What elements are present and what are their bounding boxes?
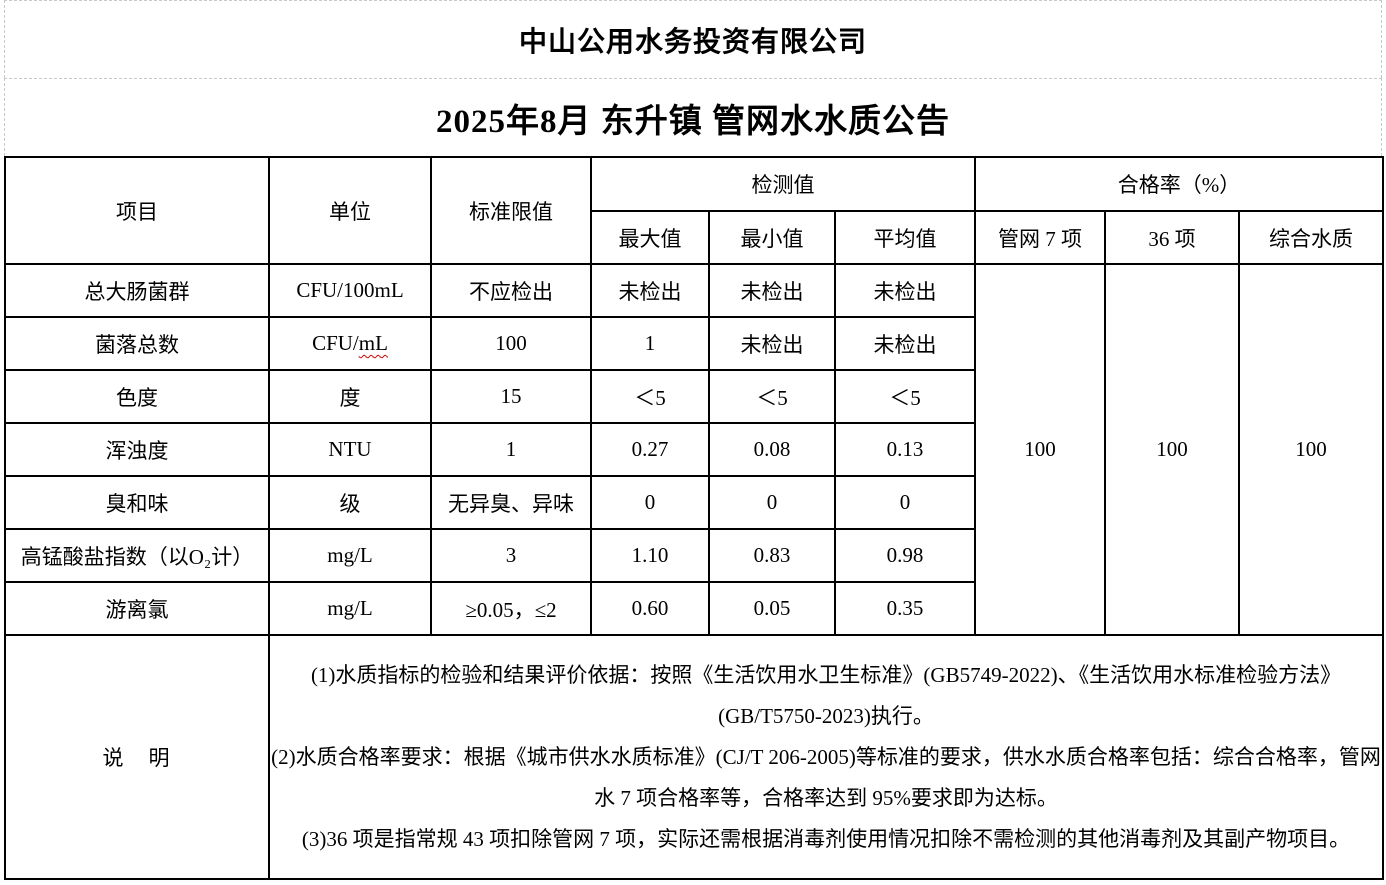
min-value: 未检出 xyxy=(708,263,836,318)
header-avg: 平均值 xyxy=(833,210,977,265)
unit-text: CFU/ xyxy=(312,331,359,355)
min-value: ＜5 xyxy=(708,369,836,424)
table-row: 菌落总数 CFU/mL 100 1 未检出 未检出 xyxy=(4,316,1383,371)
item-name: 游离氯 xyxy=(4,581,270,636)
document: 中山公用水务投资有限公司 2025年8月 东升镇 管网水水质公告 项目 单位 标… xyxy=(4,0,1385,880)
table-row: 浑浊度 NTU 1 0.27 0.08 0.13 xyxy=(4,422,1383,477)
water-quality-table: 项目 单位 标准限值 检测值 合格率（%） 最大值 最小值 平均值 管网 7 项… xyxy=(4,156,1385,880)
avg-value: 0.98 xyxy=(833,528,977,583)
limit-value: 无异臭、异味 xyxy=(430,475,592,530)
report-title: 2025年8月 东升镇 管网水水质公告 xyxy=(4,78,1382,156)
unit-value: NTU xyxy=(268,422,432,477)
passrate-pipe7-value: 100 xyxy=(974,263,1107,636)
max-value: 1.10 xyxy=(590,528,710,583)
unit-value: mg/L xyxy=(268,528,432,583)
header-comprehensive: 综合水质 xyxy=(1238,210,1385,265)
min-value: 0.08 xyxy=(708,422,836,477)
header-sub-row: 最大值 最小值 平均值 管网 7 项 36 项 综合水质 xyxy=(5,210,1385,265)
limit-value: 100 xyxy=(430,316,592,371)
unit-value: mg/L xyxy=(268,581,432,636)
max-value: ＜5 xyxy=(590,369,710,424)
min-value: 未检出 xyxy=(708,316,836,371)
avg-value: ＜5 xyxy=(833,369,977,424)
header-group-row: 项目 单位 标准限值 检测值 合格率（%） xyxy=(4,156,1385,265)
header-max: 最大值 xyxy=(590,210,710,265)
limit-value: 3 xyxy=(430,528,592,583)
max-value: 1 xyxy=(590,316,710,371)
header-pipe7: 管网 7 项 xyxy=(974,210,1107,265)
min-value: 0.05 xyxy=(708,581,836,636)
table-row: 臭和味 级 无异臭、异味 0 0 0 xyxy=(4,475,1383,530)
header-36items: 36 项 xyxy=(1104,210,1241,265)
unit-value: CFU/100mL xyxy=(268,263,432,318)
item-name: 高锰酸盐指数（以O₂计） xyxy=(4,528,270,583)
item-name: 浑浊度 xyxy=(4,422,270,477)
avg-value: 0.35 xyxy=(833,581,977,636)
table-row: 高锰酸盐指数（以O₂计） mg/L 3 1.10 0.83 0.98 xyxy=(4,528,1383,583)
max-value: 0.60 xyxy=(590,581,710,636)
table-row: 游离氯 mg/L ≥0.05，≤2 0.60 0.05 0.35 xyxy=(4,581,1383,636)
unit-value: CFU/mL xyxy=(268,316,432,371)
unit-value: 度 xyxy=(268,369,432,424)
header-limit: 标准限值 xyxy=(430,156,592,265)
avg-value: 未检出 xyxy=(833,263,977,318)
max-value: 0.27 xyxy=(590,422,710,477)
min-value: 0 xyxy=(708,475,836,530)
note-line-2: (2)水质合格率要求：根据《城市供水水质标准》(CJ/T 206-2005)等标… xyxy=(271,744,1381,810)
avg-value: 0 xyxy=(833,475,977,530)
note-line-1: (1)水质指标的检验和结果评价依据：按照《生活饮用水卫生标准》(GB5749-2… xyxy=(310,662,1342,728)
notes-row: 说 明 (1)水质指标的检验和结果评价依据：按照《生活饮用水卫生标准》(GB57… xyxy=(4,634,1385,880)
item-name: 总大肠菌群 xyxy=(4,263,270,318)
item-name: 臭和味 xyxy=(4,475,270,530)
header-item: 项目 xyxy=(4,156,270,265)
table-header: 项目 单位 标准限值 检测值 合格率（%） 最大值 最小值 平均值 管网 7 项… xyxy=(4,156,1385,265)
avg-value: 0.13 xyxy=(833,422,977,477)
item-name: 菌落总数 xyxy=(4,316,270,371)
limit-value: 15 xyxy=(430,369,592,424)
unit-spellcheck-text: mL xyxy=(358,331,388,355)
limit-value: ≥0.05，≤2 xyxy=(430,581,592,636)
max-value: 未检出 xyxy=(590,263,710,318)
max-value: 0 xyxy=(590,475,710,530)
avg-value: 未检出 xyxy=(833,316,977,371)
notes-content: (1)水质指标的检验和结果评价依据：按照《生活饮用水卫生标准》(GB5749-2… xyxy=(267,634,1385,880)
item-name: 色度 xyxy=(4,369,270,424)
unit-value: 级 xyxy=(268,475,432,530)
limit-value: 不应检出 xyxy=(430,263,592,318)
table-row: 总大肠菌群 CFU/100mL 不应检出 未检出 未检出 未检出 100 100… xyxy=(4,263,1385,636)
header-detection-group: 检测值 xyxy=(589,156,977,212)
header-passrate-group: 合格率（%） xyxy=(974,156,1385,212)
note-line-3: (3)36 项是指常规 43 项扣除管网 7 项，实际还需根据消毒剂使用情况扣除… xyxy=(301,826,1351,851)
table-row: 色度 度 15 ＜5 ＜5 ＜5 xyxy=(4,369,1383,424)
header-min: 最小值 xyxy=(708,210,836,265)
header-unit: 单位 xyxy=(268,156,432,265)
company-title: 中山公用水务投资有限公司 xyxy=(4,0,1382,78)
limit-value: 1 xyxy=(430,422,592,477)
passrate-comprehensive-value: 100 xyxy=(1238,263,1385,636)
notes-label: 说 明 xyxy=(4,634,270,880)
passrate-36items-value: 100 xyxy=(1104,263,1241,636)
min-value: 0.83 xyxy=(708,528,836,583)
